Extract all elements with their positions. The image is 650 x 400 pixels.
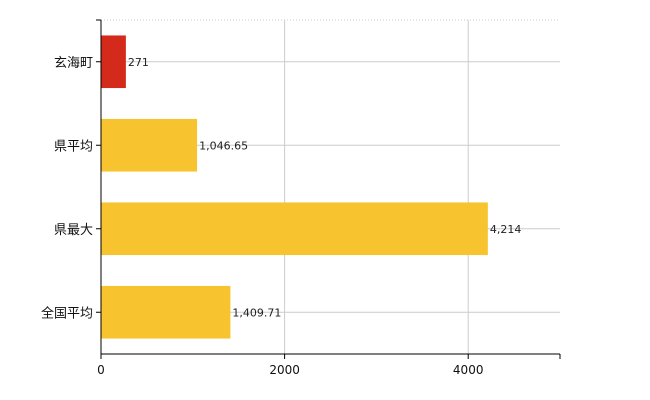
data-label: 1,046.65 — [199, 139, 248, 152]
data-label: 1,409.71 — [232, 306, 281, 319]
bar — [101, 202, 488, 256]
category-label: 県平均 — [54, 139, 93, 154]
bars — [101, 35, 488, 339]
bar — [101, 35, 126, 89]
category-label: 全国平均 — [41, 305, 93, 321]
category-label: 県最大 — [54, 223, 93, 238]
x-tick-label: 4000 — [453, 363, 484, 377]
labels: 玄海町 271 県平均 1,046.65 県最大 4,214 全国平均 1,409.71 0 20… — [41, 56, 521, 377]
x-tick-label: 2000 — [269, 363, 300, 377]
bar — [101, 118, 198, 172]
x-tick-label: 0 — [97, 363, 105, 377]
data-label: 271 — [128, 56, 149, 69]
data-label: 4,214 — [490, 223, 522, 236]
axes — [96, 19, 561, 359]
category-label: 玄海町 — [54, 56, 93, 71]
bar — [101, 285, 231, 339]
